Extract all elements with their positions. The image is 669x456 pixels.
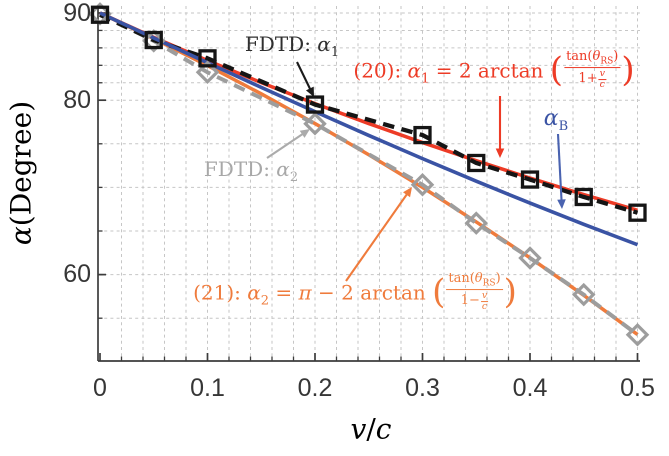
fdtd1-marker-square <box>467 153 486 173</box>
fdtd2-marker-diamond <box>303 111 327 136</box>
arrow-to-alpha-b-line-head <box>557 199 566 209</box>
series-line-eq21_theory <box>99 11 639 336</box>
fdtd1-marker-square <box>628 203 647 222</box>
fdtd2-marker-diamond <box>571 282 596 307</box>
arrow-to-fdtd1-head <box>305 86 314 97</box>
arrow-to-eq21-line-head <box>403 187 412 198</box>
arrow-to-fdtd1-shaft <box>296 61 312 91</box>
fdtd1-marker-square <box>574 187 593 207</box>
arrow-to-eq20-line-head <box>495 148 505 158</box>
fdtd1-marker-square <box>413 125 432 145</box>
arrow-to-eq21-line-shaft <box>345 192 409 282</box>
arrow-to-fdtd2-shaft <box>266 132 305 159</box>
series-line-alpha_B <box>99 11 639 247</box>
fdtd2-marker-diamond <box>518 246 542 270</box>
arrow-to-fdtd2-head <box>299 129 310 138</box>
fdtd2-marker-diamond <box>625 323 650 347</box>
series-line-fdtd1 <box>99 12 639 215</box>
arrow-to-alpha-b-line-shaft <box>556 133 563 202</box>
fdtd2-marker-diamond <box>410 173 435 197</box>
fdtd1-marker-square <box>144 30 163 50</box>
series-line-eq20_theory <box>99 11 638 212</box>
fdtd2-marker-diamond <box>195 60 220 85</box>
fdtd1-marker-square <box>305 95 325 114</box>
fdtd1-marker-square <box>520 170 540 189</box>
fdtd2-marker-diamond <box>464 211 489 235</box>
fdtd1-marker-square <box>198 49 217 68</box>
series-line-fdtd2 <box>99 12 639 337</box>
fdtd1-marker-square <box>90 5 110 24</box>
